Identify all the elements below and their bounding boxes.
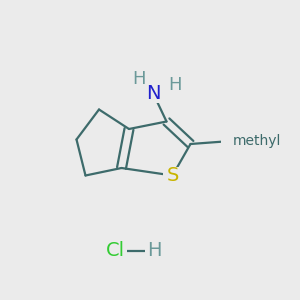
Text: Cl: Cl bbox=[106, 241, 125, 260]
Text: H: H bbox=[169, 76, 182, 94]
Text: S: S bbox=[166, 166, 179, 185]
Bar bbox=[220, 133, 260, 149]
Bar bbox=[126, 77, 192, 103]
Bar bbox=[163, 167, 182, 184]
Text: methyl: methyl bbox=[232, 134, 281, 148]
Text: H: H bbox=[147, 241, 162, 260]
Text: H: H bbox=[133, 70, 146, 88]
Text: N: N bbox=[146, 83, 160, 103]
